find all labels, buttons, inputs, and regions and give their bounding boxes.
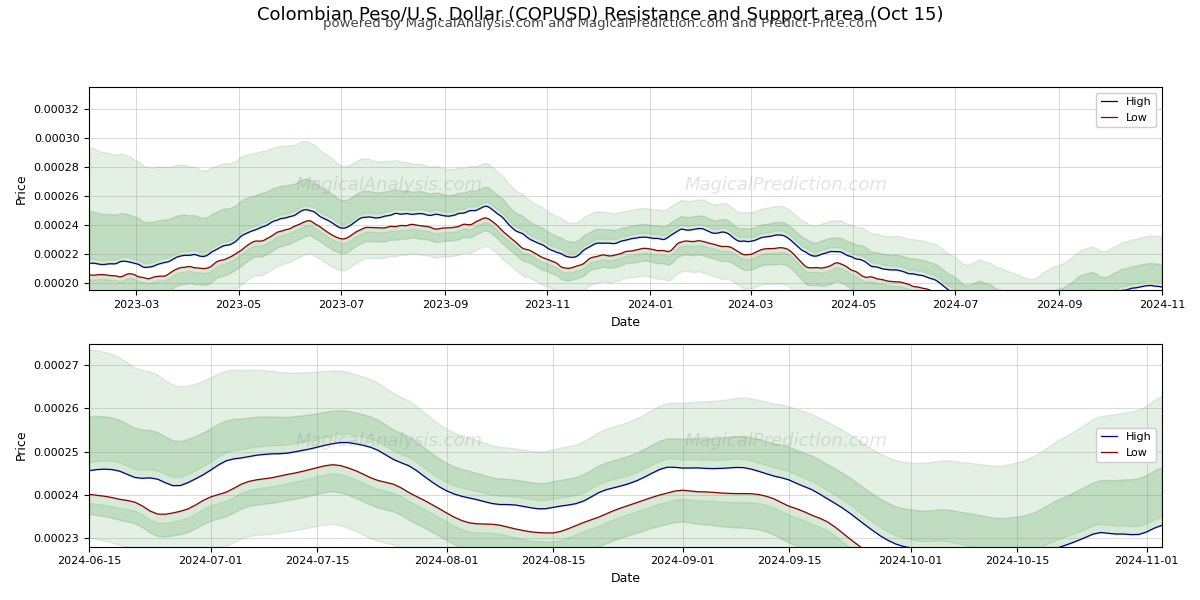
X-axis label: Date: Date xyxy=(611,572,641,585)
Text: Colombian Peso/U.S. Dollar (COPUSD) Resistance and Support area (Oct 15): Colombian Peso/U.S. Dollar (COPUSD) Resi… xyxy=(257,6,943,24)
Text: powered by MagicalAnalysis.com and MagicalPrediction.com and Predict-Price.com: powered by MagicalAnalysis.com and Magic… xyxy=(323,17,877,30)
Y-axis label: Price: Price xyxy=(14,173,28,204)
Text: MagicalAnalysis.com: MagicalAnalysis.com xyxy=(296,176,482,194)
Line: Low: Low xyxy=(89,218,1162,332)
Legend: High, Low: High, Low xyxy=(1096,428,1157,463)
X-axis label: Date: Date xyxy=(611,316,641,329)
Line: High: High xyxy=(89,442,1162,561)
Text: MagicalAnalysis.com: MagicalAnalysis.com xyxy=(296,432,482,450)
Text: MagicalPrediction.com: MagicalPrediction.com xyxy=(685,176,888,194)
Y-axis label: Price: Price xyxy=(14,430,28,460)
Line: Low: Low xyxy=(89,465,1162,584)
Text: MagicalPrediction.com: MagicalPrediction.com xyxy=(685,432,888,450)
Line: High: High xyxy=(89,206,1162,321)
Legend: High, Low: High, Low xyxy=(1096,92,1157,127)
